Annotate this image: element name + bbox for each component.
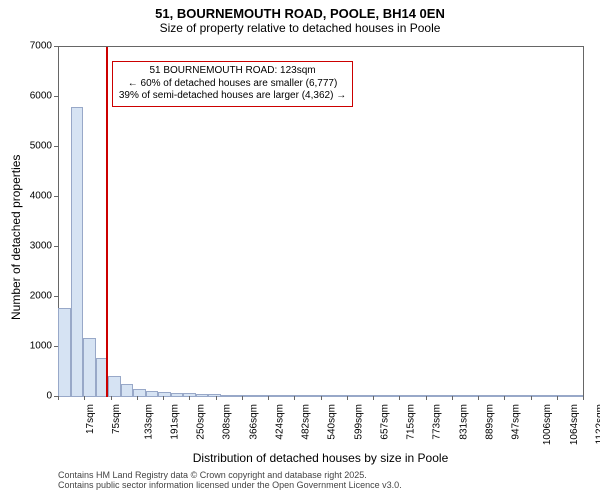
x-tick-label: 540sqm — [327, 404, 338, 440]
plot-area: 51 BOURNEMOUTH ROAD: 123sqm ← 60% of det… — [58, 46, 584, 397]
histogram-bar — [408, 395, 421, 397]
histogram-bar — [296, 395, 309, 397]
x-tick-label: 657sqm — [379, 404, 390, 440]
histogram-bar — [133, 389, 146, 398]
histogram-bar — [196, 394, 209, 397]
histogram-bar — [458, 395, 471, 397]
histogram-bar — [383, 395, 396, 397]
annotation-box: 51 BOURNEMOUTH ROAD: 123sqm ← 60% of det… — [112, 61, 353, 107]
histogram-bar — [496, 395, 509, 397]
histogram-bar — [146, 391, 159, 397]
histogram-bar — [483, 395, 496, 397]
histogram-bar — [471, 395, 484, 397]
x-tick-label: 1064sqm — [569, 404, 580, 445]
y-tick-label: 4000 — [0, 191, 52, 202]
histogram-bar — [121, 384, 134, 397]
y-tick-label: 0 — [0, 391, 52, 402]
histogram-bar — [558, 395, 571, 397]
footer-line1: Contains HM Land Registry data © Crown c… — [58, 470, 402, 480]
footer-line2: Contains public sector information licen… — [58, 480, 402, 490]
x-tick-label: 1006sqm — [542, 404, 553, 445]
x-tick-label: 599sqm — [353, 404, 364, 440]
histogram-bar — [171, 393, 184, 397]
y-tick-label: 7000 — [0, 41, 52, 52]
x-tick-label: 308sqm — [222, 404, 233, 440]
histogram-bar — [108, 376, 121, 397]
x-tick-label: 75sqm — [111, 404, 122, 434]
property-marker-line — [106, 47, 108, 397]
x-tick-label: 17sqm — [85, 404, 96, 434]
histogram-bar — [571, 395, 584, 397]
y-tick-label: 3000 — [0, 241, 52, 252]
x-tick-label: 191sqm — [169, 404, 180, 440]
histogram-bar — [71, 107, 84, 397]
histogram-bar — [508, 395, 521, 397]
histogram-bar — [433, 395, 446, 397]
histogram-bar — [308, 395, 321, 397]
x-tick-label: 250sqm — [196, 404, 207, 440]
y-tick-label: 6000 — [0, 91, 52, 102]
chart-title: 51, BOURNEMOUTH ROAD, POOLE, BH14 0EN Si… — [0, 6, 600, 35]
y-tick-label: 5000 — [0, 141, 52, 152]
x-tick-label: 831sqm — [458, 404, 469, 440]
x-tick-label: 424sqm — [274, 404, 285, 440]
x-tick-label: 889sqm — [484, 404, 495, 440]
y-tick-label: 2000 — [0, 291, 52, 302]
x-tick-label: 482sqm — [301, 404, 312, 440]
histogram-bar — [83, 338, 96, 397]
title-line1: 51, BOURNEMOUTH ROAD, POOLE, BH14 0EN — [0, 6, 600, 21]
y-tick-label: 1000 — [0, 341, 52, 352]
histogram-bar — [233, 395, 246, 397]
annotation-line3: 39% of semi-detached houses are larger (… — [119, 90, 346, 103]
histogram-bar — [208, 394, 221, 397]
x-tick-label: 133sqm — [143, 404, 154, 440]
title-line2: Size of property relative to detached ho… — [0, 21, 600, 35]
footer-attribution: Contains HM Land Registry data © Crown c… — [58, 470, 402, 490]
histogram-bar — [221, 395, 234, 397]
histogram-bar — [533, 395, 546, 397]
histogram-bar — [333, 395, 346, 397]
histogram-bar — [396, 395, 409, 397]
histogram-chart: 51, BOURNEMOUTH ROAD, POOLE, BH14 0EN Si… — [0, 0, 600, 500]
histogram-bar — [358, 395, 371, 397]
x-tick-label: 1122sqm — [594, 404, 600, 444]
x-axis-label: Distribution of detached houses by size … — [58, 451, 583, 465]
x-tick-label: 715sqm — [406, 404, 417, 440]
x-tick-label: 366sqm — [248, 404, 259, 440]
histogram-bar — [321, 395, 334, 397]
histogram-bar — [158, 392, 171, 397]
annotation-line1: 51 BOURNEMOUTH ROAD: 123sqm — [119, 65, 346, 78]
histogram-bar — [421, 395, 434, 397]
histogram-bar — [271, 395, 284, 397]
histogram-bar — [58, 308, 71, 397]
histogram-bar — [246, 395, 259, 397]
annotation-line2: ← 60% of detached houses are smaller (6,… — [119, 78, 346, 91]
x-tick-label: 947sqm — [511, 404, 522, 440]
x-tick-label: 773sqm — [432, 404, 443, 440]
